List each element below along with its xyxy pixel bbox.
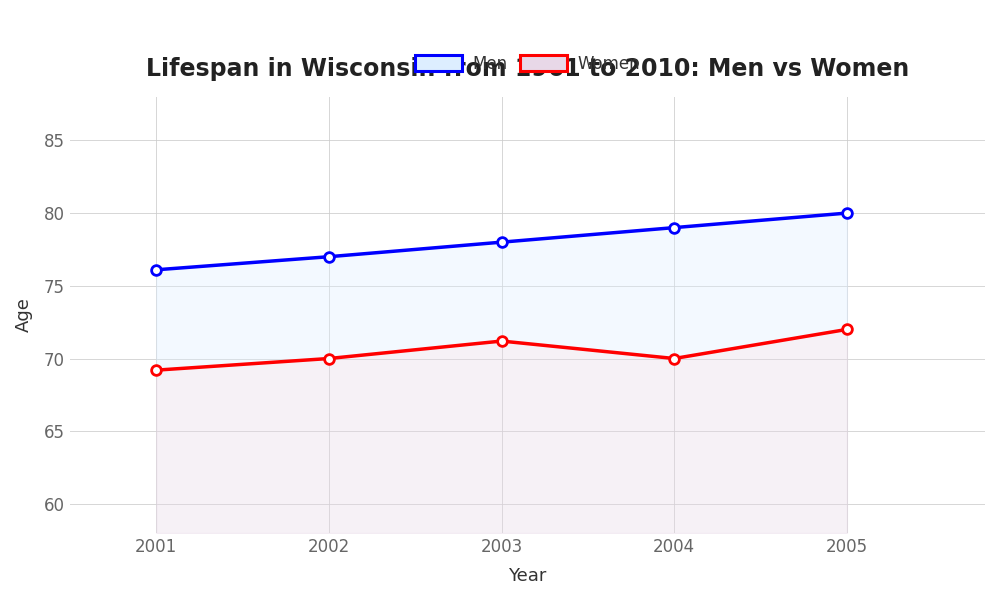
Legend: Men, Women: Men, Women bbox=[409, 49, 646, 80]
X-axis label: Year: Year bbox=[508, 567, 547, 585]
Title: Lifespan in Wisconsin from 1961 to 2010: Men vs Women: Lifespan in Wisconsin from 1961 to 2010:… bbox=[146, 57, 909, 81]
Y-axis label: Age: Age bbox=[15, 298, 33, 332]
